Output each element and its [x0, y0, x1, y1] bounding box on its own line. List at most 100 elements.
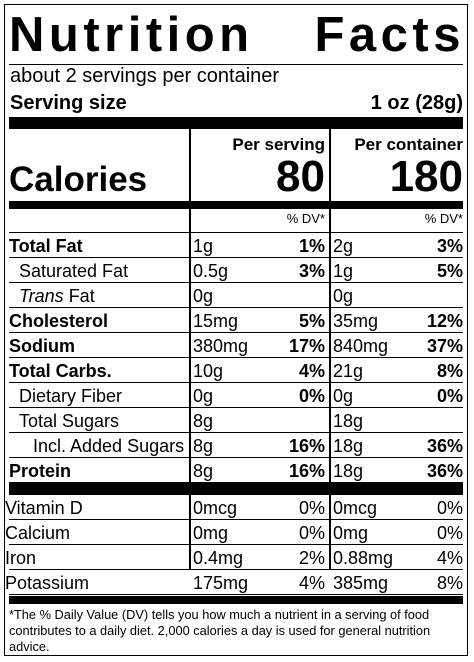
container-dv: 0% — [436, 386, 463, 406]
nutrient-name: Vitamin D — [5, 498, 83, 518]
container-amount: 1g — [333, 261, 354, 281]
container-dv: 3% — [436, 236, 463, 256]
thick-divider — [9, 596, 463, 604]
column-divider — [189, 129, 191, 569]
nutrient-name: Incl. Added Sugars — [33, 436, 185, 456]
container-amount: 0.88mg — [333, 548, 394, 568]
nutrient-name: Total Sugars — [19, 411, 120, 431]
container-dv: 37% — [426, 336, 463, 356]
nutrient-name: Dietary Fiber — [19, 386, 123, 406]
row-divider — [9, 332, 463, 333]
container-dv: 5% — [436, 261, 463, 281]
row-divider — [9, 382, 463, 383]
serving-amount: 15mg — [193, 311, 239, 331]
container-amount: 35mg — [333, 311, 379, 331]
divider — [9, 64, 463, 65]
serving-dv: 16% — [288, 461, 325, 481]
row-divider — [9, 282, 463, 283]
footnote: *The % Daily Value (DV) tells you how mu… — [9, 607, 431, 654]
container-amount: 385mg — [333, 573, 389, 593]
row-divider — [9, 569, 463, 570]
calories-per-serving: 80 — [276, 152, 325, 201]
container-dv: 8% — [436, 361, 463, 381]
row-divider — [9, 544, 463, 545]
nutrient-name-rest: Fat — [63, 286, 95, 306]
serving-dv: 1% — [298, 236, 325, 256]
row-divider — [9, 519, 463, 520]
nutrient-name: Potassium — [5, 573, 90, 593]
dv-header-serving: % DV* — [286, 211, 325, 226]
servings-per-container: about 2 servings per container — [10, 65, 280, 87]
vitamin-row: Vitamin D 0mcg 0% 0mcg 0% — [5, 495, 467, 520]
nutrient-row: Total Fat 1g 1% 2g 3% — [5, 233, 467, 258]
label-title: Nutrition Facts — [9, 8, 465, 62]
nutrient-name-italic: Trans — [19, 286, 64, 306]
serving-amount: 0mg — [193, 523, 229, 543]
serving-dv: 5% — [298, 311, 325, 331]
nutrient-name: Calcium — [5, 523, 71, 543]
container-amount: 0g — [333, 386, 354, 406]
container-amount: 0g — [333, 286, 354, 306]
nutrient-row: Sodium 380mg 17% 840mg 37% — [5, 333, 467, 358]
vitamin-row: Calcium 0mg 0% 0mg 0% — [5, 520, 467, 545]
vitamin-row: Potassium 175mg 4% 385mg 8% — [5, 570, 467, 595]
container-dv: 12% — [426, 311, 463, 331]
column-divider — [329, 129, 331, 569]
vitamin-row: Iron 0.4mg 2% 0.88mg 4% — [5, 545, 467, 570]
nutrient-row: Total Carbs. 10g 4% 21g 8% — [5, 358, 467, 383]
divider — [9, 232, 463, 233]
serving-amount: 0.4mg — [193, 548, 244, 568]
serving-amount: 0g — [193, 286, 214, 306]
row-divider — [9, 407, 463, 408]
per-serving-header: Per serving — [232, 135, 325, 154]
container-amount: 18g — [333, 411, 364, 431]
per-container-header: Per container — [354, 135, 463, 154]
serving-amount: 10g — [193, 361, 224, 381]
nutrition-facts-label: Nutrition Facts about 2 servings per con… — [4, 4, 468, 656]
container-dv: 8% — [436, 573, 463, 593]
nutrient-row: Dietary Fiber 0g 0% 0g 0% — [5, 383, 467, 408]
serving-dv: 0% — [298, 498, 325, 518]
serving-amount: 0.5g — [193, 261, 229, 281]
nutrient-name: Iron — [5, 548, 37, 568]
serving-amount: 0mcg — [193, 498, 238, 518]
container-amount: 2g — [333, 236, 354, 256]
nutrient-name: Protein — [9, 461, 72, 481]
thick-divider — [9, 483, 463, 495]
serving-size-label: Serving size — [10, 92, 127, 114]
serving-amount: 380mg — [193, 336, 249, 356]
container-amount: 0mcg — [333, 498, 378, 518]
container-amount: 21g — [333, 361, 364, 381]
nutrient-name: Total Fat — [9, 236, 83, 256]
container-dv: 0% — [436, 523, 463, 543]
container-amount: 18g — [333, 436, 364, 456]
nutrient-row: Total Sugars 8g 18g — [5, 408, 467, 433]
serving-dv: 0% — [298, 386, 325, 406]
calories-label: Calories — [9, 160, 148, 199]
serving-dv: 17% — [288, 336, 325, 356]
row-divider — [9, 432, 463, 433]
row-divider — [9, 594, 463, 595]
nutrient-name: Saturated Fat — [19, 261, 129, 281]
nutrient-row: Incl. Added Sugars 8g 16% 18g 36% — [5, 433, 467, 458]
container-dv: 0% — [436, 498, 463, 518]
nutrient-name: Sodium — [9, 336, 75, 356]
row-divider — [9, 307, 463, 308]
nutrient-row: Saturated Fat 0.5g 3% 1g 5% — [5, 258, 467, 283]
container-amount: 18g — [333, 461, 364, 481]
serving-amount: 8g — [193, 411, 214, 431]
row-divider — [9, 357, 463, 358]
nutrient-name: Trans Fat — [19, 285, 95, 307]
nutrient-name: Total Carbs. — [9, 361, 112, 381]
serving-dv: 0% — [298, 523, 325, 543]
container-amount: 840mg — [333, 336, 389, 356]
thick-divider — [9, 201, 463, 209]
serving-amount: 1g — [193, 236, 214, 256]
dv-header-container: % DV* — [424, 211, 463, 226]
serving-amount: 8g — [193, 461, 214, 481]
row-divider — [9, 457, 463, 458]
serving-amount: 0g — [193, 386, 214, 406]
serving-dv: 2% — [298, 548, 325, 568]
container-dv: 4% — [436, 548, 463, 568]
thick-divider — [9, 117, 463, 129]
